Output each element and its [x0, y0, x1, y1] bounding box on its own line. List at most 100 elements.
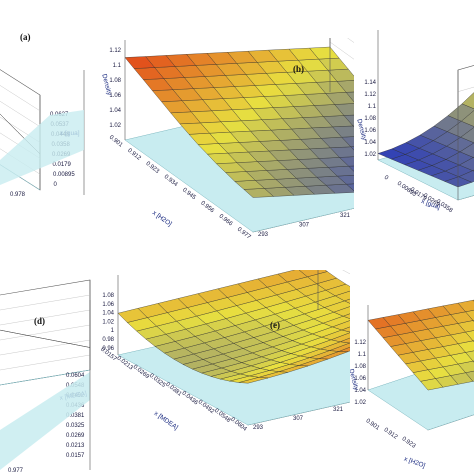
wall-gridline	[347, 38, 354, 43]
z-tick-label: 1.12	[364, 92, 376, 98]
panel-label-b: (b)	[293, 64, 304, 74]
surface-cell	[124, 56, 155, 69]
panel-label-e: (e)	[270, 320, 280, 330]
floor-plane	[0, 164, 41, 191]
surface-cell	[14, 332, 31, 337]
y-tick-label: 0.977	[8, 468, 24, 474]
z-tick-label: 1.02	[109, 123, 121, 129]
x-tick-label: 0.0179	[53, 162, 72, 168]
wall-gridline	[329, 41, 354, 60]
panel-e: 0.01570.02130.02690.03250.03810.04360.04…	[99, 270, 401, 433]
z-tick-label: 1.02	[102, 319, 114, 325]
surface-cell	[372, 304, 401, 314]
z-tick-label: 1.1	[113, 63, 122, 69]
panel-b: 0.9010.9120.9230.9340.9450.9560.9660.977…	[100, 38, 408, 241]
z-tick-label: 1.08	[354, 364, 366, 370]
x-axis-label: x [H2O]	[151, 210, 173, 228]
x-tick-label: 0.00895	[53, 172, 75, 178]
x-axis-label: x [H2O]	[403, 456, 426, 470]
panel-label-a: (a)	[20, 32, 31, 42]
surface-cell	[461, 92, 474, 109]
y-tick-label: 0.978	[10, 192, 26, 198]
z-tick-label: 1.02	[364, 152, 376, 158]
x-axis-label: x [MDEA]	[153, 410, 180, 432]
x-tick-label: 0.0604	[66, 373, 85, 379]
wall-gridline	[0, 85, 41, 112]
z-tick-label: 1.06	[102, 302, 114, 308]
surface-cell	[378, 173, 408, 182]
x-tick-label: 0.912	[383, 427, 399, 441]
y-tick-label: 307	[299, 222, 310, 228]
z-tick-label: 1.12	[354, 340, 366, 346]
surface-cell	[44, 338, 61, 342]
x-tick-label: 0	[54, 182, 58, 188]
z-tick-label: 1.08	[364, 116, 376, 122]
surface-cell	[117, 308, 148, 323]
wall-gridline	[0, 309, 91, 326]
z-tick-label: 1.14	[364, 80, 376, 86]
z-tick-label: 1.12	[109, 48, 121, 54]
panel-label-d: (d)	[34, 316, 45, 326]
z-tick-label: 0.98	[102, 337, 114, 343]
z-tick-label: 1.06	[354, 376, 366, 382]
y-tick-label: 321	[333, 407, 344, 413]
panel-b-body: 0.9010.9120.9230.9340.9450.9560.9660.977…	[100, 38, 408, 241]
wall-gridline	[0, 116, 41, 143]
panel-a-body: 0.06270.05370.04480.03580.02690.01790.00…	[0, 32, 85, 198]
surface-cell	[367, 182, 397, 191]
z-tick-label: 0.96	[102, 346, 114, 352]
x-tick-label: 0.0381	[66, 413, 85, 419]
y-tick-label: 293	[258, 232, 269, 238]
z-tick-label: 1.08	[102, 293, 114, 299]
surface-cell	[0, 113, 8, 122]
z-tick-label: 1.02	[354, 400, 366, 406]
z-tick-label: 1	[111, 328, 115, 334]
wall-gridline	[0, 339, 91, 356]
y-axis-label: Temperature (K)	[360, 200, 407, 221]
z-tick-label: 1.04	[364, 140, 376, 146]
z-tick-label: 1.08	[109, 78, 121, 84]
surface-cell	[447, 103, 474, 122]
z-tick-label: 1.04	[109, 108, 121, 114]
x-tick-label: 0.0325	[66, 423, 85, 429]
z-tick-label: 1.06	[364, 128, 376, 134]
wall-gridline	[0, 354, 91, 371]
surface-cell	[367, 317, 391, 330]
floor-plane	[0, 372, 90, 470]
x-tick-label: 0.0269	[66, 433, 85, 439]
surface-cell	[29, 335, 46, 339]
panel-d: 0.06040.05480.04920.04360.03810.03250.02…	[0, 279, 91, 474]
x-tick-label: 0.0213	[66, 443, 85, 449]
y-tick-label: 335	[381, 203, 392, 209]
surface-cell	[6, 120, 19, 133]
x-tick-label: 0.923	[401, 436, 417, 450]
x-tick-label: 0.0157	[66, 453, 85, 459]
panel-d-body: 0.06040.05480.04920.04360.03810.03250.02…	[0, 279, 91, 474]
y-tick-label: 321	[340, 213, 351, 219]
wall-gridline	[0, 324, 91, 341]
y-tick-label: 307	[293, 416, 304, 422]
z-tick-label: 1.04	[102, 311, 114, 317]
z-axis-label: Density	[100, 73, 113, 96]
floor-plane	[0, 110, 84, 185]
surface-cell	[354, 298, 383, 309]
x-tick-label: 0.901	[365, 418, 381, 432]
z-tick-label: 1.1	[368, 104, 377, 110]
x-tick-label: 0.901	[108, 135, 124, 149]
y-tick-label: 293	[253, 425, 264, 431]
z-tick-label: 1.06	[109, 93, 121, 99]
wall-gridline	[0, 100, 41, 127]
surface-cell	[59, 341, 76, 345]
z-tick-label: 1.04	[354, 388, 366, 394]
surface-cell	[343, 298, 350, 304]
surface-cell	[363, 301, 392, 312]
x-tick-label: 0	[383, 175, 390, 182]
panel-e-body: 0.01570.02130.02690.03250.03810.04360.04…	[99, 270, 401, 433]
panel-a: 0.06270.05370.04480.03580.02690.01790.00…	[0, 32, 85, 198]
